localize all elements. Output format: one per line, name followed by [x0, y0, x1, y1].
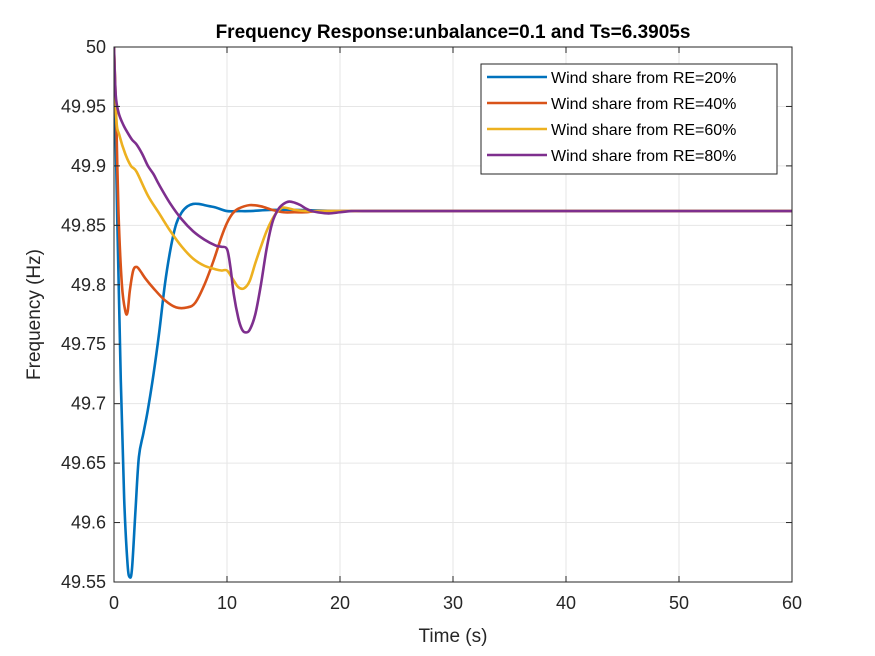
- y-tick-label: 49.85: [61, 215, 106, 235]
- y-tick-label: 49.6: [71, 513, 106, 533]
- ticks: 0 10 20 30 40 50 60 49.55 49.6 49.65 49.7 49.75 49.8…: [61, 37, 802, 613]
- y-tick-label: 49.65: [61, 453, 106, 473]
- series-line-4: [114, 47, 792, 334]
- x-axis-label: Time (s): [419, 626, 488, 647]
- y-tick-label: 49.75: [61, 334, 106, 354]
- x-tick-label: 50: [669, 593, 689, 613]
- y-tick-label: 49.95: [61, 96, 106, 116]
- legend: Wind share from RE=20% Wind share from RE…: [480, 63, 778, 175]
- chart-title: Frequency Response:unbalance=0.1 and Ts=…: [216, 22, 691, 43]
- y-tick-label: 49.55: [61, 572, 106, 592]
- x-tick-label: 60: [782, 593, 802, 613]
- x-tick-label: 40: [556, 593, 576, 613]
- y-tick-label: 49.7: [71, 394, 106, 414]
- x-tick-label: 20: [330, 593, 350, 613]
- plot-lines: [114, 47, 792, 579]
- y-tick-label: 49.8: [71, 275, 106, 295]
- x-tick-label: 30: [443, 593, 463, 613]
- legend-label-3: Wind share from RE=60%: [551, 122, 736, 139]
- y-tick-label: 50: [86, 37, 106, 57]
- y-axis-label: Frequency (Hz): [24, 249, 45, 380]
- legend-label-2: Wind share from RE=40%: [551, 96, 736, 113]
- legend-label-4: Wind share from RE=80%: [551, 148, 736, 165]
- y-tick-label: 49.9: [71, 156, 106, 176]
- x-tick-label: 10: [217, 593, 237, 613]
- x-tick-label: 0: [109, 593, 119, 613]
- legend-box: [480, 63, 778, 175]
- legend-label-1: Wind share from RE=20%: [551, 70, 736, 87]
